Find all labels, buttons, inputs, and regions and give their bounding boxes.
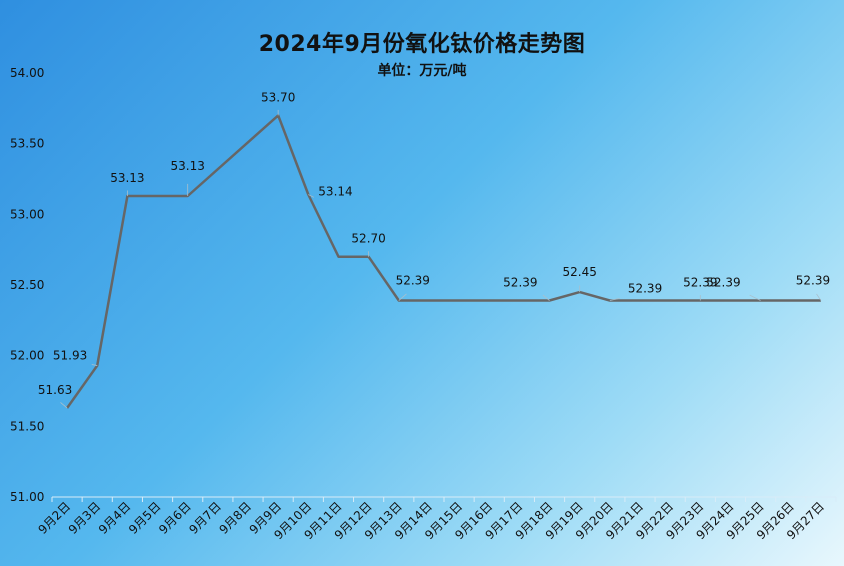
data-label-leader	[542, 294, 550, 301]
y-tick-label: 51.50	[10, 419, 44, 433]
x-tick-label: 9月7日	[186, 499, 224, 537]
data-label-leader	[398, 293, 407, 301]
y-tick-label: 52.50	[10, 278, 44, 292]
data-label: 52.70	[351, 232, 385, 246]
data-label: 52.39	[628, 282, 662, 296]
data-label-leader	[91, 364, 98, 366]
y-tick-label: 51.00	[10, 490, 44, 504]
series-line	[66, 114, 821, 409]
data-label: 53.14	[318, 185, 352, 199]
x-tick-label: 9月4日	[96, 499, 134, 537]
y-tick-label: 53.50	[10, 137, 44, 151]
chart-subtitle: 单位：万元/吨	[377, 63, 467, 79]
x-tick-label: 9月6日	[156, 499, 194, 537]
data-label: 52.45	[563, 265, 597, 279]
x-tick-label: 9月5日	[126, 499, 164, 537]
x-tick-label: 9月8日	[216, 499, 254, 537]
data-label-leader	[60, 402, 68, 409]
data-label-leader	[816, 293, 822, 301]
data-label: 51.93	[53, 349, 87, 363]
y-tick-label: 52.00	[10, 349, 44, 363]
data-label: 53.13	[110, 171, 144, 185]
data-label: 52.39	[796, 274, 830, 288]
data-label-leader	[609, 297, 620, 301]
x-tick-label: 9月2日	[36, 499, 74, 537]
data-label-leader	[308, 194, 314, 198]
data-label-leader	[749, 294, 761, 301]
data-label: 52.39	[503, 276, 537, 290]
data-label: 52.39	[683, 276, 717, 290]
x-tick-label: 9月3日	[66, 499, 104, 537]
data-label: 52.39	[706, 276, 740, 290]
y-tick-label: 54.00	[10, 66, 44, 80]
data-label: 53.70	[261, 90, 295, 104]
data-label: 51.63	[38, 383, 72, 397]
y-tick-label: 53.00	[10, 207, 44, 221]
data-label: 52.39	[396, 274, 430, 288]
data-label: 53.13	[171, 159, 205, 173]
chart-title: 2024年9月份氧化钛价格走势图	[258, 32, 586, 57]
